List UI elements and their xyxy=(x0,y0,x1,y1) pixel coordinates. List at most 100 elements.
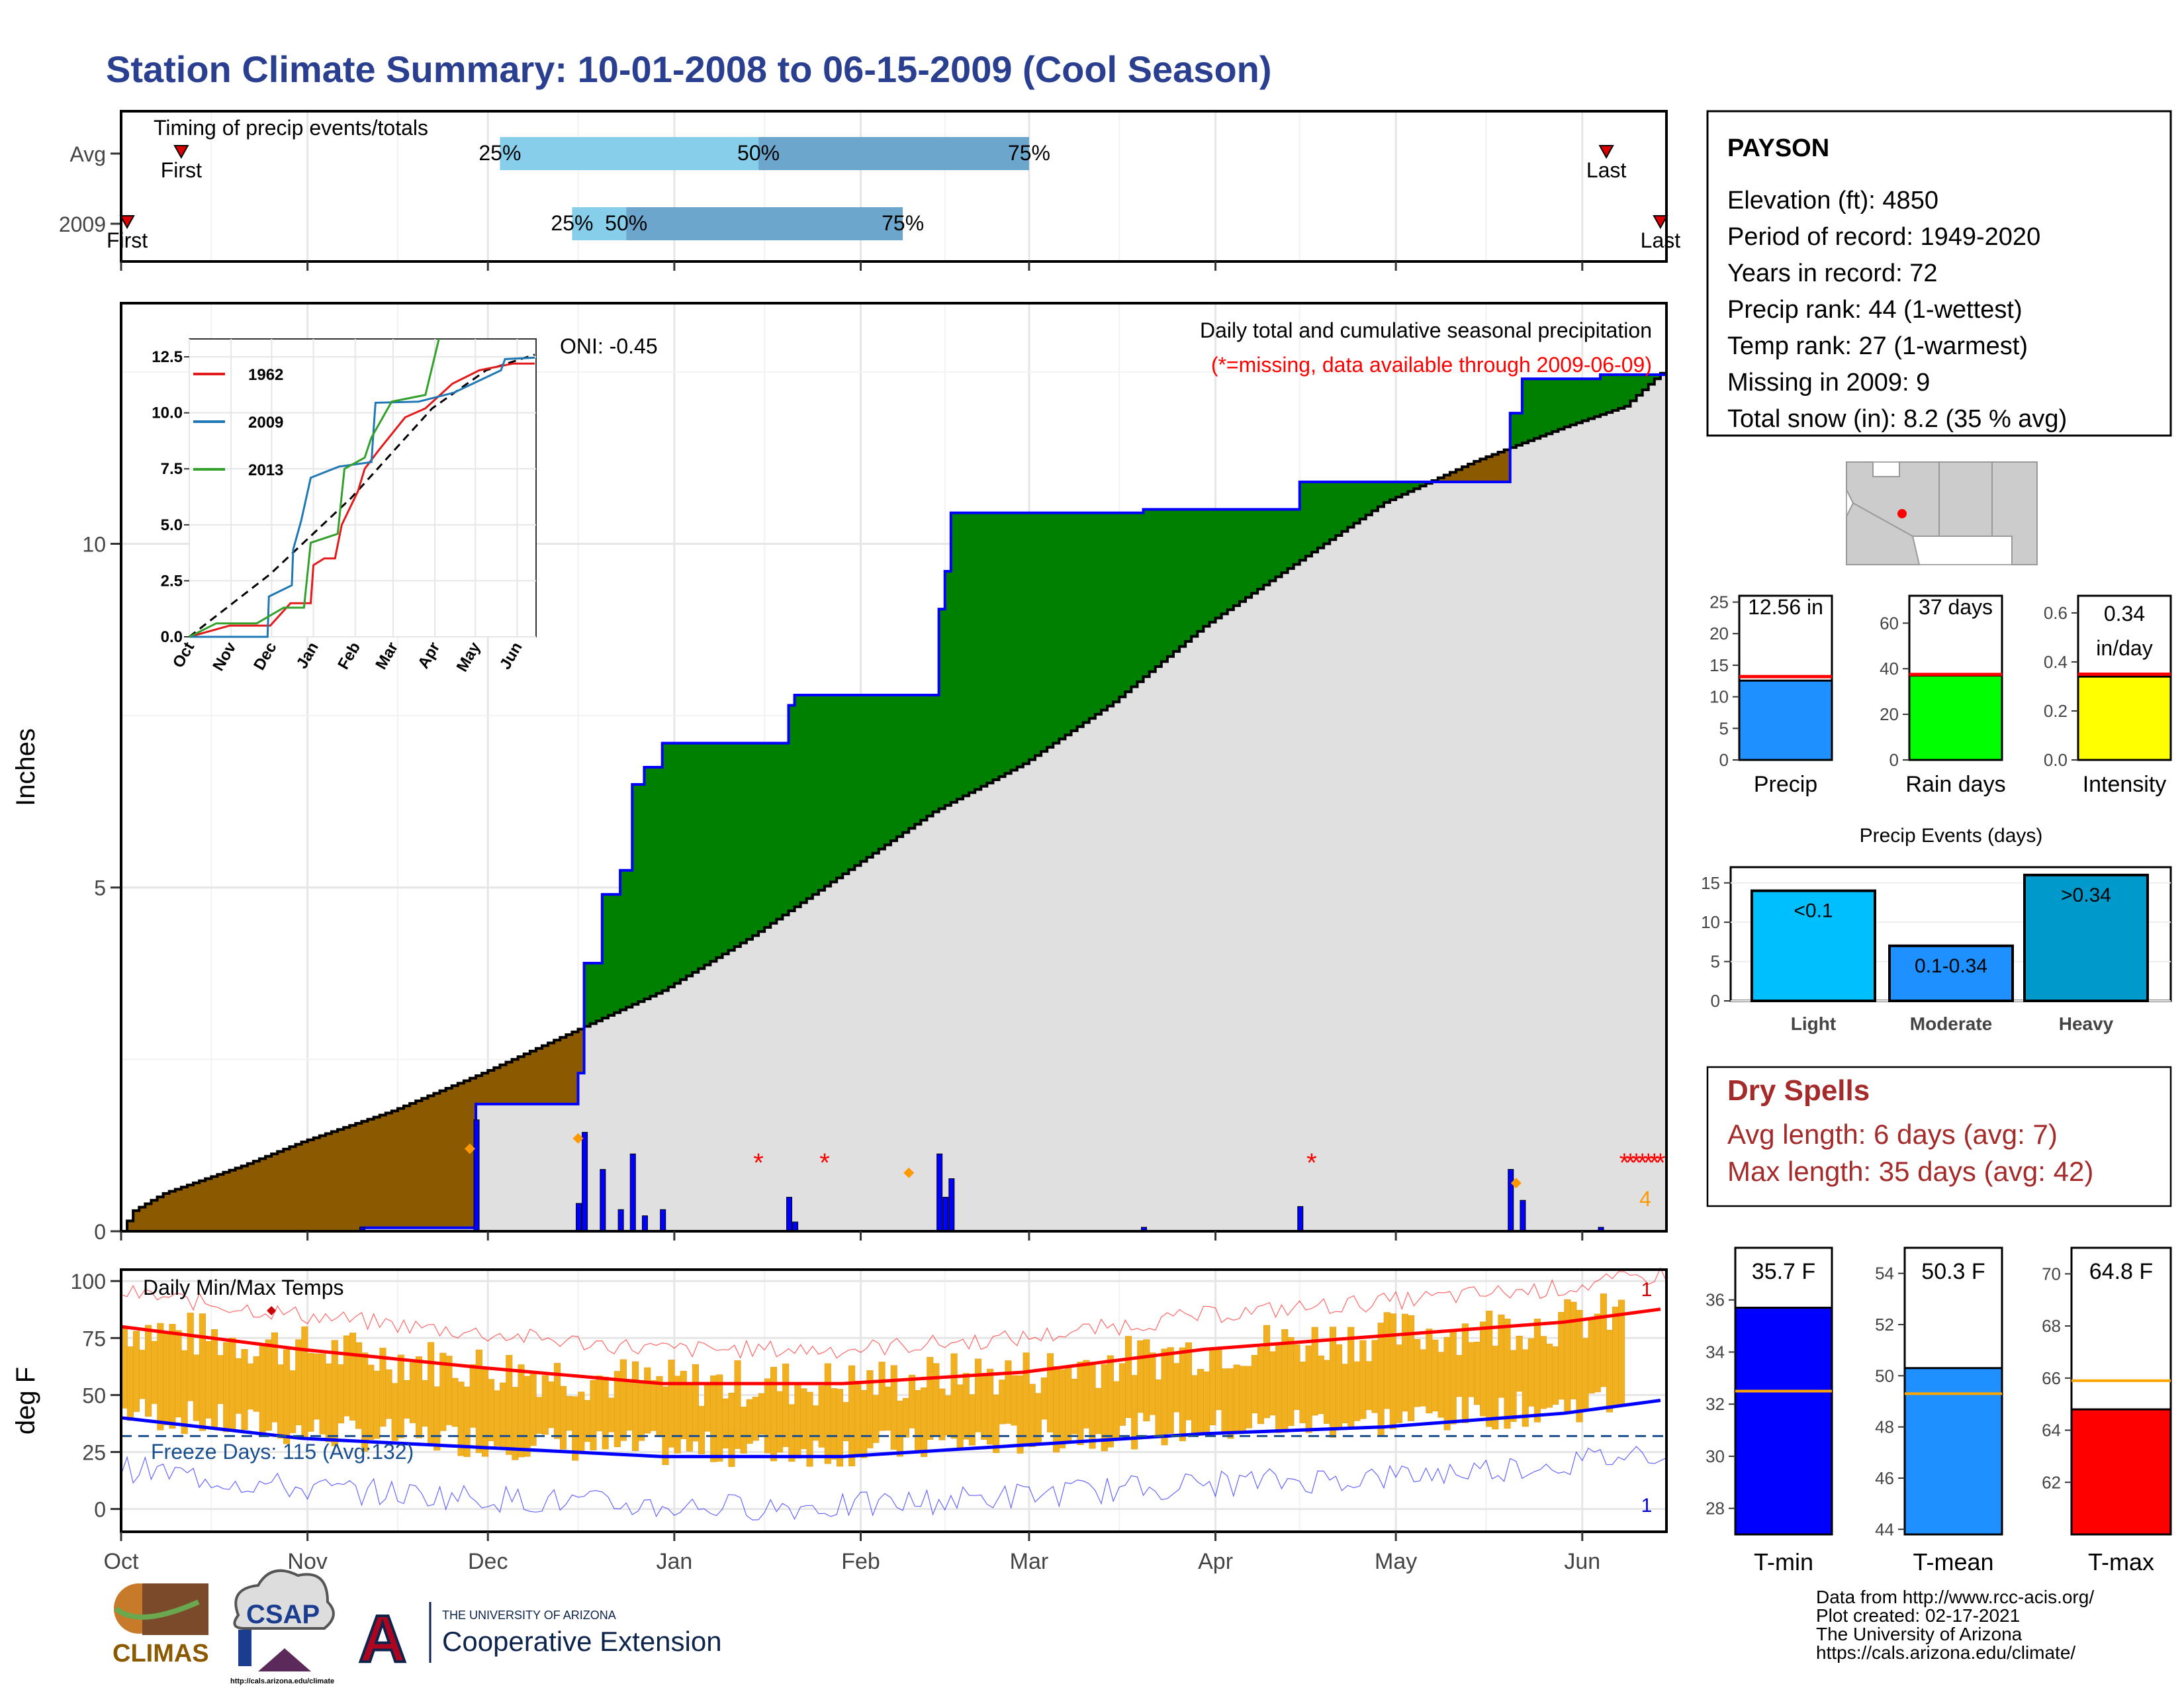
precip-surplus-slice xyxy=(944,571,952,806)
daily-temp-bar xyxy=(500,1382,507,1449)
daily-temp-bar xyxy=(541,1375,549,1435)
precip-surplus-slice xyxy=(1396,482,1403,497)
precip-deficit-slice xyxy=(560,1037,567,1104)
station-info-line: Missing in 2009: 9 xyxy=(1727,369,1930,397)
daily-precip-bar xyxy=(600,1169,606,1232)
precip-surplus-slice xyxy=(1167,509,1174,657)
precip-surplus-slice xyxy=(1383,482,1390,503)
precip-surplus-slice xyxy=(1522,379,1529,444)
month-label: Mar xyxy=(1010,1549,1049,1574)
year-cumulative-line xyxy=(121,373,1666,1233)
inset-avg-line xyxy=(189,353,535,638)
timing-p25: 25% xyxy=(551,211,593,235)
precip-surplus-slice xyxy=(1011,512,1018,771)
precip-panel-title: Daily total and cumulative seasonal prec… xyxy=(1200,318,1652,342)
precip-surplus-slice xyxy=(800,694,807,903)
precip-surplus-slice xyxy=(692,743,700,972)
daily-temp-bar xyxy=(1371,1340,1379,1413)
precip-surplus-slice xyxy=(1390,482,1396,500)
precip-deficit-slice xyxy=(433,1093,441,1228)
daily-temp-bar xyxy=(1287,1336,1295,1427)
snow-marker xyxy=(903,1167,915,1178)
precip-deficit-slice xyxy=(554,1040,561,1104)
precip-surplus-slice xyxy=(1071,512,1078,731)
month-label: Jun xyxy=(1564,1549,1600,1574)
precip-surplus-slice xyxy=(1137,512,1144,682)
daily-temp-bar xyxy=(126,1346,134,1421)
timing-last-marker-label: Last xyxy=(1641,228,1681,252)
precip-surplus-slice xyxy=(969,512,976,793)
daily-temp-bar xyxy=(902,1397,909,1438)
precip-deficit-slice xyxy=(523,1054,531,1104)
missing-marker: * xyxy=(753,1149,764,1178)
daily-temp-bar xyxy=(968,1394,976,1446)
precip-surplus-slice xyxy=(614,894,621,1013)
daily-temp-bar xyxy=(229,1337,236,1429)
daily-temp-bar xyxy=(367,1364,375,1440)
precip-surplus-slice xyxy=(650,767,657,996)
precip-surplus-slice xyxy=(710,743,717,962)
precip-surplus-slice xyxy=(897,694,903,837)
daily-temp-bar xyxy=(1173,1363,1180,1413)
daily-temp-bar xyxy=(908,1374,916,1429)
daily-temp-bar xyxy=(590,1380,597,1450)
daily-temp-bar xyxy=(529,1372,537,1446)
precip-deficit-slice xyxy=(1449,472,1457,483)
daily-temp-bar xyxy=(1101,1364,1108,1452)
precip-surplus-slice xyxy=(1263,509,1271,585)
temp-bar-ytick: 30 xyxy=(1706,1446,1725,1466)
precip-deficit-slice xyxy=(373,1117,381,1228)
daily-temp-bar xyxy=(1539,1336,1547,1409)
daily-temp-bar xyxy=(1389,1313,1396,1430)
daily-temp-bar xyxy=(157,1323,164,1430)
daily-temp-bar xyxy=(428,1342,435,1446)
precip-deficit-slice xyxy=(338,1129,344,1231)
precip-deficit-slice xyxy=(289,1147,296,1231)
precip-surplus-slice xyxy=(872,694,880,853)
precip-deficit-slice xyxy=(127,1221,134,1231)
precip-deficit-slice xyxy=(361,1121,369,1228)
daily-temp-bar xyxy=(535,1397,543,1434)
timing-last-marker xyxy=(1598,145,1614,160)
precip-deficit-slice xyxy=(253,1161,260,1231)
precip-deficit-slice xyxy=(1456,469,1463,483)
precip-deficit-slice xyxy=(1474,461,1481,483)
daily-temp-bar xyxy=(999,1380,1006,1425)
timing-row-label: 2009 xyxy=(59,212,106,236)
summary-label: Precip xyxy=(1754,772,1817,797)
avg-cumulative-line xyxy=(121,367,1668,1233)
precip-surplus-slice xyxy=(842,694,850,874)
daily-temp-bar xyxy=(1377,1323,1385,1436)
precip-deficit-slice xyxy=(422,1098,429,1228)
precip-surplus-slice xyxy=(1077,512,1084,727)
daily-temp-bar xyxy=(1432,1339,1439,1412)
temp-ytick: 75 xyxy=(82,1327,106,1350)
precip-surplus-slice xyxy=(999,512,1006,777)
avg-min-line xyxy=(120,1399,1661,1458)
month-label: Nov xyxy=(287,1549,327,1574)
precip-deficit-slice xyxy=(307,1139,314,1231)
dry-spells-max: Max length: 35 days (avg: 42) xyxy=(1727,1156,2093,1187)
temp-bar-ytick: 70 xyxy=(2042,1264,2061,1284)
temp-bar-ytick: 68 xyxy=(2042,1316,2061,1336)
precip-deficit-slice xyxy=(199,1180,206,1231)
precip-deficit-slice xyxy=(223,1172,230,1231)
month-label: May xyxy=(1375,1549,1417,1574)
precip-surplus-slice xyxy=(596,962,603,1021)
missing-marker: * xyxy=(819,1149,830,1178)
missing-marker: * xyxy=(1649,1149,1660,1178)
daily-temp-bar xyxy=(259,1345,266,1436)
daily-precip-bar xyxy=(629,1153,636,1232)
daily-temp-bar xyxy=(1443,1336,1451,1430)
precip-surplus-slice xyxy=(1299,482,1306,561)
daily-temp-bar xyxy=(241,1349,248,1430)
daily-temp-bar xyxy=(559,1385,567,1450)
snow-marker xyxy=(572,1133,584,1144)
daily-temp-bar xyxy=(1263,1325,1271,1419)
precip-surplus-slice xyxy=(1359,482,1367,520)
daily-precip-bar xyxy=(473,1119,480,1232)
timing-bar-q1 xyxy=(572,207,627,240)
daily-temp-bar xyxy=(1401,1313,1409,1412)
precip-surplus-slice xyxy=(1654,375,1661,379)
